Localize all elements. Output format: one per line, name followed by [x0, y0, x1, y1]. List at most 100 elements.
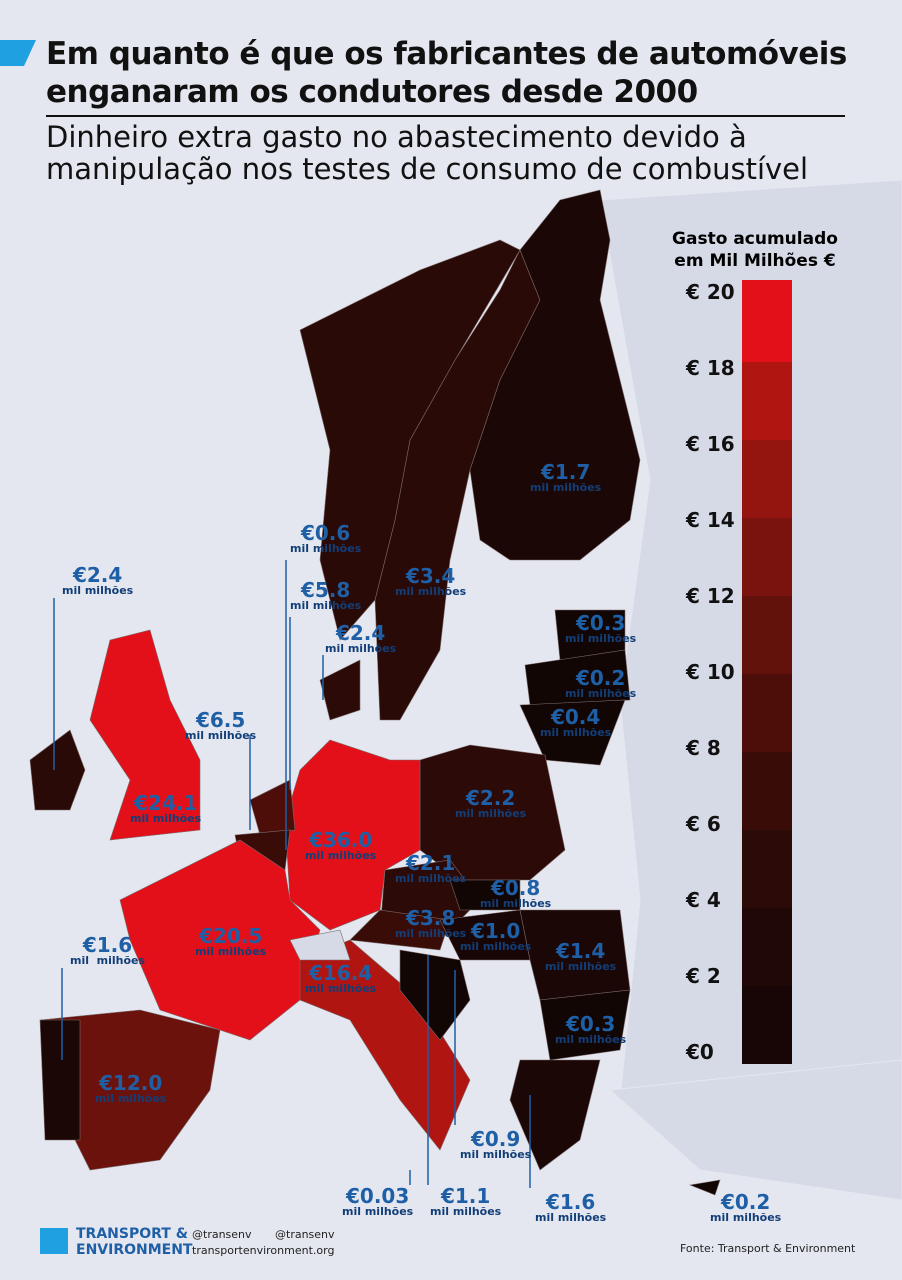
label-value: €0.2: [575, 666, 626, 690]
legend-tick: € 16: [686, 432, 735, 456]
legend-band: [742, 362, 792, 440]
label-unit: mil milhões: [62, 584, 134, 597]
label-value: €3.4: [405, 564, 456, 588]
label-value: €36.0: [308, 828, 373, 852]
label-unit: mil milhões: [325, 642, 397, 655]
label-unit: mil milhões: [565, 632, 637, 645]
legend-tick: € 20: [686, 280, 735, 304]
country-label: €3.8 mil milhões: [395, 908, 466, 940]
label-value: €0.3: [565, 1012, 616, 1036]
label-value: €2.4: [335, 621, 386, 645]
country-label: €6.5 mil milhões: [185, 710, 256, 742]
country-label: €1.1 mil milhões: [430, 1186, 501, 1218]
logo-text: ENVIRONMENT: [76, 1242, 193, 1258]
label-unit: mil milhões: [95, 1092, 167, 1105]
label-value: €1.6: [545, 1190, 596, 1214]
label-value: €3.8: [405, 906, 456, 930]
country-label: €2.1 mil milhões: [395, 853, 466, 885]
country-label: €1.7 mil milhões: [530, 462, 601, 494]
label-unit: mil milhões: [430, 1205, 502, 1218]
label-value: €20.5: [198, 924, 263, 948]
legend-tick: € 8: [686, 736, 721, 760]
title: Em quanto é que os fabricantes de automó…: [46, 36, 847, 72]
legend-tick: € 14: [686, 508, 735, 532]
accent: [0, 40, 36, 66]
label-value: €0.8: [490, 876, 541, 900]
label-value: €1.0: [470, 919, 521, 943]
legend-band: [742, 986, 792, 1064]
label-unit: mil milhões: [460, 1148, 532, 1161]
legend-tick: € 4: [686, 888, 721, 912]
legend-tick: € 18: [686, 356, 735, 380]
country-label: €1.0 mil milhões: [460, 921, 531, 953]
countries: [29, 189, 721, 1196]
country-label: €16.4 mil milhões: [305, 963, 376, 995]
label-value: €0.2: [720, 1190, 771, 1214]
country-label: €0.9 mil milhões: [460, 1129, 531, 1161]
legend-title: Gasto acumulado em Mil Milhões €: [660, 228, 850, 272]
website: transportenvironment.org: [192, 1244, 335, 1257]
label-unit: mil milhões: [342, 1205, 414, 1218]
label-value: €0.03: [345, 1184, 410, 1208]
country-label: €0.3 mil milhões: [555, 1014, 626, 1046]
label-unit: mil milhões: [555, 1033, 627, 1046]
country-label: €36.0 mil milhões: [305, 830, 376, 862]
facebook: @transenv: [275, 1228, 335, 1241]
legend-tick: € 10: [686, 660, 735, 684]
country-label: €0.2 mil milhões: [710, 1192, 781, 1224]
source: Fonte: Transport & Environment: [680, 1242, 856, 1255]
legend-band: [742, 674, 792, 752]
label-value: €0.4: [550, 705, 601, 729]
country-label: €0.03 mil milhões: [342, 1186, 413, 1218]
legend-tick: €0: [686, 1040, 714, 1064]
legend-title-line: em Mil Milhões €: [674, 251, 836, 271]
label-unit: mil milhões: [460, 940, 532, 953]
label-value: €0.9: [470, 1127, 521, 1151]
label-unit: mil milhões: [565, 687, 637, 700]
label-value: €0.3: [575, 611, 626, 635]
country-label: €2.4 mil milhões: [62, 565, 133, 597]
country-label: €5.8 mil milhões: [290, 580, 361, 612]
label-unit: mil milhões: [395, 872, 467, 885]
twitter: @transenv: [192, 1228, 252, 1241]
legend-band: [742, 440, 792, 518]
country-label: €0.6 mil milhões: [290, 523, 361, 555]
label-unit: mil milhões: [530, 481, 602, 494]
legend-band: [742, 908, 792, 986]
legend-tick: € 6: [686, 812, 721, 836]
country-label: €2.4 mil milhões: [325, 623, 396, 655]
country-label: €0.4 mil milhões: [540, 707, 611, 739]
label-unit: mil milhões: [305, 982, 377, 995]
country-label: €24.1 mil milhões: [130, 793, 201, 825]
label-unit: mil milhões: [195, 945, 267, 958]
country-label: €1.6 mil milhões: [70, 935, 145, 967]
label-value: €12.0: [98, 1071, 163, 1095]
label-unit: mil milhões: [290, 542, 362, 555]
label-value: €0.6: [300, 521, 351, 545]
label-value: €1.6: [82, 933, 133, 957]
label-value: €6.5: [195, 708, 246, 732]
legend-tick: € 12: [686, 584, 735, 608]
label-value: €16.4: [308, 961, 373, 985]
legend-band: [742, 830, 792, 908]
label-unit: mil milhões: [305, 849, 377, 862]
label-value: €2.2: [465, 786, 516, 810]
label-value: €1.4: [555, 939, 606, 963]
callout-lines: [53, 560, 531, 1188]
label-value: €2.4: [72, 563, 123, 587]
country-label: €2.2 mil milhões: [455, 788, 526, 820]
label-unit: mil milhões: [395, 585, 467, 598]
logo-text: TRANSPORT &: [76, 1226, 188, 1242]
label-value: €1.1: [440, 1184, 491, 1208]
country-label: €12.0 mil milhões: [95, 1073, 166, 1105]
label-unit: mil milhões: [185, 729, 257, 742]
country-label: €20.5 mil milhões: [195, 926, 266, 958]
label-unit: mil milhões: [395, 927, 467, 940]
title: enganaram os condutores desde 2000: [46, 74, 698, 110]
legend-title-line: Gasto acumulado: [672, 229, 838, 249]
label-unit: mil milhões: [710, 1211, 782, 1224]
country-label: €1.4 mil milhões: [545, 941, 616, 973]
country-label: €3.4 mil milhões: [395, 566, 466, 598]
